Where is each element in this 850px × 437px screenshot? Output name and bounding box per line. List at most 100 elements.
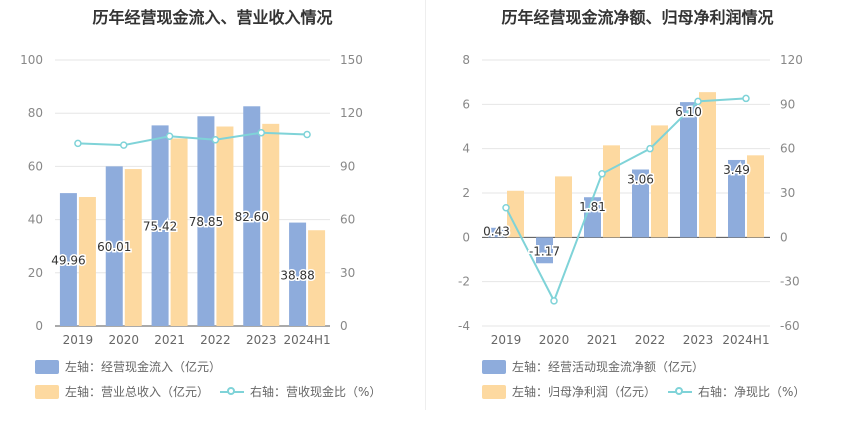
line-point xyxy=(598,170,606,178)
line-point xyxy=(694,97,702,106)
y-left-tick-label: -2 xyxy=(458,275,470,289)
x-tick-label: 2022 xyxy=(200,333,231,347)
data-label: 38.88 xyxy=(280,268,314,282)
y-right-tick-label: 90 xyxy=(340,159,355,173)
data-label: -1.17 xyxy=(529,244,560,258)
y-left-tick-label: 0 xyxy=(35,319,43,333)
bar-series-1 xyxy=(59,193,77,326)
chart-canvas: -4 -2 0 2 4 6 8 -60 -30 0 30 60 90 120 2019 2020 2021 202… xyxy=(458,53,803,347)
y-left-tick-label: 60 xyxy=(28,159,43,173)
legend-label: 右轴：营收现金比（%） xyxy=(250,385,382,399)
legend-item-bar-blue[interactable]: 左轴：经营活动现金流净额（亿元） xyxy=(482,358,704,375)
data-label: 3.49 xyxy=(723,163,750,177)
legend-swatch xyxy=(482,359,506,374)
bar-series-1 xyxy=(488,227,505,238)
bar-series-2 xyxy=(78,196,96,326)
line-series xyxy=(77,131,308,147)
chart-panel-cash-inflow: 历年经营现金流入、营业收入情况 0 20 40 60 80 100 0 30 60 90 120 15… xyxy=(20,8,381,400)
line-point xyxy=(257,128,265,137)
data-label: 78.85 xyxy=(189,215,223,229)
legend-label: 左轴：归母净利润（亿元） xyxy=(512,385,657,399)
bar-series-2 xyxy=(308,230,326,326)
y-left-tick-label: 100 xyxy=(20,53,43,67)
bar-series-2 xyxy=(651,125,668,238)
bar-series-2 xyxy=(699,92,716,238)
bar-series-1 xyxy=(197,116,215,326)
x-tick-label: 2020 xyxy=(539,333,570,347)
y-left-tick-label: 20 xyxy=(28,266,43,280)
line-point xyxy=(502,204,510,212)
legend-item-bar-orange[interactable]: 左轴：归母净利润（亿元） xyxy=(482,383,656,400)
bar-series-2 xyxy=(124,169,142,326)
legend-item-line[interactable]: 右轴：营收现金比（%） xyxy=(220,383,381,400)
legend-swatch xyxy=(668,385,692,399)
legend-swatch xyxy=(220,385,244,399)
line-point xyxy=(74,139,82,148)
y-left-tick-label: 80 xyxy=(28,106,43,120)
legend-label: 左轴：经营活动现金流净额（亿元） xyxy=(512,360,705,374)
y-left-tick-label: 0 xyxy=(462,230,470,244)
bar-series-1 xyxy=(632,169,649,238)
bar-series-1 xyxy=(243,106,261,326)
x-tick-label: 2024H1 xyxy=(283,333,330,347)
data-label: 49.96 xyxy=(51,254,85,268)
x-tick-label: 2021 xyxy=(587,333,618,347)
bar-series-1 xyxy=(728,159,745,238)
y-right-tick-label: 30 xyxy=(780,186,795,200)
y-right-tick-label: 0 xyxy=(340,319,348,333)
bar-series-2 xyxy=(216,126,234,326)
y-right-tick-label: 90 xyxy=(780,97,795,111)
y-left-tick-label: 8 xyxy=(462,53,470,67)
bar-series-2 xyxy=(507,190,524,238)
legend-swatch xyxy=(482,384,506,399)
y-right-tick-label: 120 xyxy=(340,106,363,120)
y-left-tick-label: 6 xyxy=(462,97,470,111)
y-right-tick-label: 120 xyxy=(780,53,803,67)
legend-swatch xyxy=(35,359,59,374)
legend-swatch xyxy=(35,384,59,399)
y-right-tick-label: 30 xyxy=(340,266,355,280)
y-right-tick-label: 60 xyxy=(340,213,355,227)
x-tick-label: 2019 xyxy=(63,333,94,347)
x-tick-label: 2023 xyxy=(246,333,277,347)
y-left-tick-label: 40 xyxy=(28,213,43,227)
bar-series-2 xyxy=(262,123,280,326)
data-label: 0.43 xyxy=(483,224,510,238)
bar-series-1 xyxy=(536,237,553,264)
line-series xyxy=(505,97,747,304)
y-right-tick-label: 150 xyxy=(340,53,363,67)
y-right-tick-label: -60 xyxy=(780,319,800,333)
data-label: 6.10 xyxy=(675,105,702,119)
data-label: 1.81 xyxy=(579,200,606,214)
bar-series-1 xyxy=(680,102,697,238)
line-point xyxy=(646,144,654,153)
x-tick-label: 2020 xyxy=(108,333,139,347)
y-left-tick-label: 2 xyxy=(462,186,470,200)
chart-title: 历年经营现金流入、营业收入情况 xyxy=(92,8,333,27)
data-label: 60.01 xyxy=(97,240,131,254)
bar-series-1 xyxy=(584,197,601,238)
bar-series-1 xyxy=(151,125,169,326)
legend-item-line[interactable]: 右轴：净现比（%） xyxy=(668,383,805,400)
y-right-tick-label: -30 xyxy=(780,275,800,289)
legend-label: 左轴：营业总收入（亿元） xyxy=(65,385,210,399)
y-right-tick-label: 0 xyxy=(780,230,788,244)
bar-series-2 xyxy=(555,176,572,238)
x-tick-label: 2021 xyxy=(154,333,185,347)
x-tick-label: 2023 xyxy=(683,333,714,347)
bar-series-2 xyxy=(170,138,188,326)
line-point xyxy=(120,141,128,149)
x-tick-label: 2022 xyxy=(635,333,666,347)
line-point xyxy=(303,130,311,139)
x-tick-label: 2019 xyxy=(491,333,522,347)
legend-item-bar-orange[interactable]: 左轴：营业总收入（亿元） xyxy=(35,383,209,400)
data-label: 3.06 xyxy=(627,173,654,187)
bar-series-1 xyxy=(105,166,123,326)
line-point xyxy=(550,297,558,305)
chart-title: 历年经营现金流净额、归母净利润情况 xyxy=(501,8,774,27)
y-left-tick-label: -4 xyxy=(458,319,470,333)
chart-panel-net-cash: 历年经营现金流净额、归母净利润情况 -4 -2 0 2 4 6 8 -60 -30 0 30 60 90… xyxy=(425,0,850,437)
legend-item-bar-blue[interactable]: 左轴：经营现金流入（亿元） xyxy=(35,358,221,375)
data-label: 82.60 xyxy=(235,210,269,224)
x-tick-label: 2024H1 xyxy=(722,333,769,347)
